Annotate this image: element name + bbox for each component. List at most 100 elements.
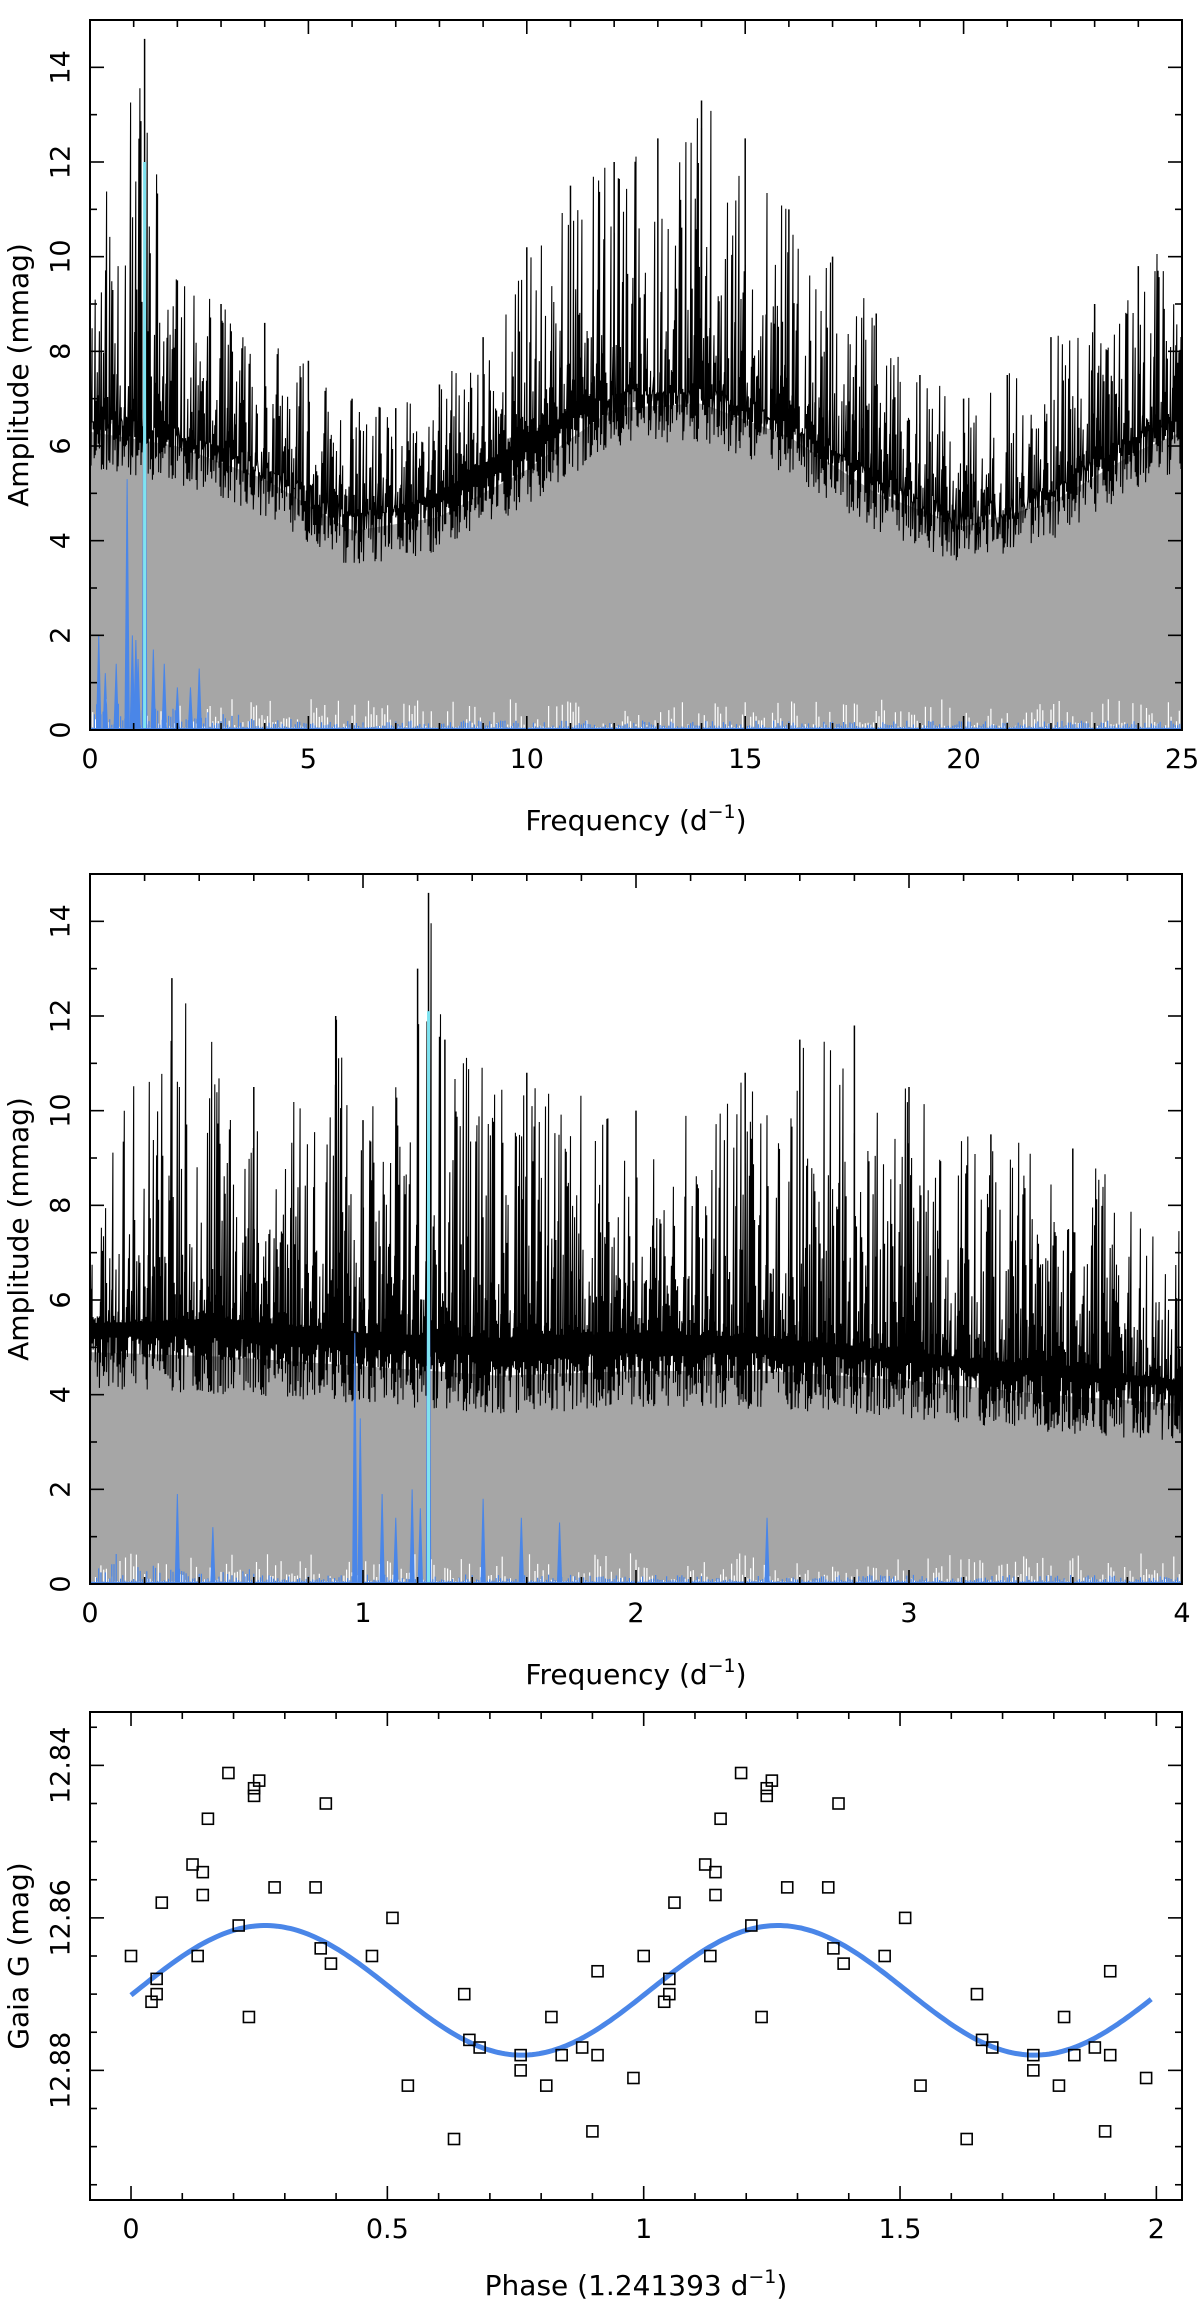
y-tick-label: 10 [46,239,77,273]
data-point [627,2071,640,2085]
x-tick-label: 0.5 [366,2214,409,2245]
y-axis-label: Amplitude (mmag) [2,1097,35,1361]
y-tick-label: 12.86 [46,1879,77,1956]
data-point [637,1949,650,1963]
periodogram-full-panel: 0 5 10 15 20 25 0 2 4 6 8 10 12 14 Frequency (d−1) A… [2,19,1199,837]
y-tick-label: 12.84 [46,1727,77,1804]
x-tick-label: 3 [900,1598,917,1629]
window-function-area [90,403,1182,730]
x-tick-label: 1 [354,1598,371,1629]
data-point [745,1919,758,1932]
data-point [878,1949,891,1963]
data-point [663,1987,676,2001]
data-point [714,1812,727,1826]
data-point [1027,2064,1040,2077]
data-point [268,1881,281,1894]
data-point [555,2048,568,2062]
y-tick-labels: 0 2 4 6 8 10 12 14 [46,50,77,738]
x-axis-label: Phase (1.241393 d−1) [485,2266,788,2302]
data-point [780,1881,794,1894]
data-point [832,1797,845,1810]
y-tick-label: 10 [46,1093,77,1127]
data-point [252,1774,266,1787]
x-tick-labels: 0 0.5 1 1.5 2 [122,2214,1165,2245]
data-point [734,1766,748,1780]
axis-ticks [89,873,1183,1585]
x-tick-label: 1 [635,2214,652,2245]
plot-area [89,38,1183,731]
y-tick-label: 14 [46,904,77,938]
data-point [545,2010,558,2024]
data-point [827,1942,840,1955]
y-tick-label: 14 [46,50,77,84]
x-tick-label: 0 [81,744,98,775]
data-point [150,1972,163,1986]
x-tick-label: 20 [946,744,980,775]
data-point [514,2048,527,2062]
data-point [986,2041,999,2054]
window-function-area [90,1352,1182,1584]
data-point [1103,1964,1117,1978]
plot-area [124,1766,1153,2146]
data-point [1139,2071,1153,2085]
y-tick-label: 2 [46,1481,77,1498]
y-tick-label: 6 [46,437,77,454]
y-tick-label: 8 [46,1197,77,1214]
x-tick-label: 0 [81,1598,98,1629]
data-point [704,1949,717,1963]
y-tick-label: 2 [46,627,77,644]
data-point [539,2079,553,2092]
data-point [914,2079,927,2092]
data-point [514,2064,527,2077]
data-point [837,1957,850,1970]
plot-frame [89,19,1183,731]
data-point [1057,2010,1071,2024]
data-point [191,1949,204,1963]
data-point [1027,2048,1040,2062]
data-point [365,1949,379,1963]
data-point [124,1949,138,1963]
y-axis-label: Gaia G (mag) [2,1862,35,2049]
x-tick-labels: 0 5 10 15 20 25 [81,744,1199,775]
data-point [663,1972,676,1986]
data-point [668,1896,681,1909]
data-point [386,1911,399,1925]
data-point [755,2010,768,2024]
y-tick-label: 12.88 [46,2032,77,2109]
data-point [232,1919,245,1932]
data-point [247,1789,261,1803]
x-tick-label: 2 [1148,2214,1165,2245]
data-point [314,1942,328,1955]
data-point [975,2033,989,2047]
x-tick-label: 2 [627,1598,644,1629]
y-tick-label: 6 [46,1291,77,1308]
data-point [1103,2048,1117,2062]
y-axis-label: Amplitude (mmag) [2,243,35,507]
data-point [319,1797,333,1810]
y-tick-label: 4 [46,532,77,549]
data-point [242,2010,256,2024]
amplitude-spectrum-line [89,88,1183,564]
x-axis-label: Frequency (d−1) [525,1655,746,1691]
data-point [760,1789,774,1803]
data-point [196,1888,210,1902]
data-point [765,1774,779,1787]
x-tick-labels: 0 1 2 3 4 [81,1598,1190,1629]
data-point [324,1957,338,1970]
data-point [1052,2079,1066,2092]
x-axis-label: Frequency (d−1) [525,801,746,837]
data-point [591,1964,604,1978]
x-tick-label: 1.5 [879,2214,922,2245]
sine-fit-curve [129,1923,1153,2058]
x-tick-label: 15 [728,744,762,775]
data-point [463,2033,476,2047]
x-tick-label: 5 [300,744,317,775]
y-tick-label: 12 [46,999,77,1033]
data-point [960,2132,973,2146]
x-tick-label: 10 [510,744,544,775]
y-tick-label: 4 [46,1386,77,1403]
data-point [186,1858,199,1871]
axis-ticks [90,1712,1182,2200]
data-point [309,1881,322,1894]
